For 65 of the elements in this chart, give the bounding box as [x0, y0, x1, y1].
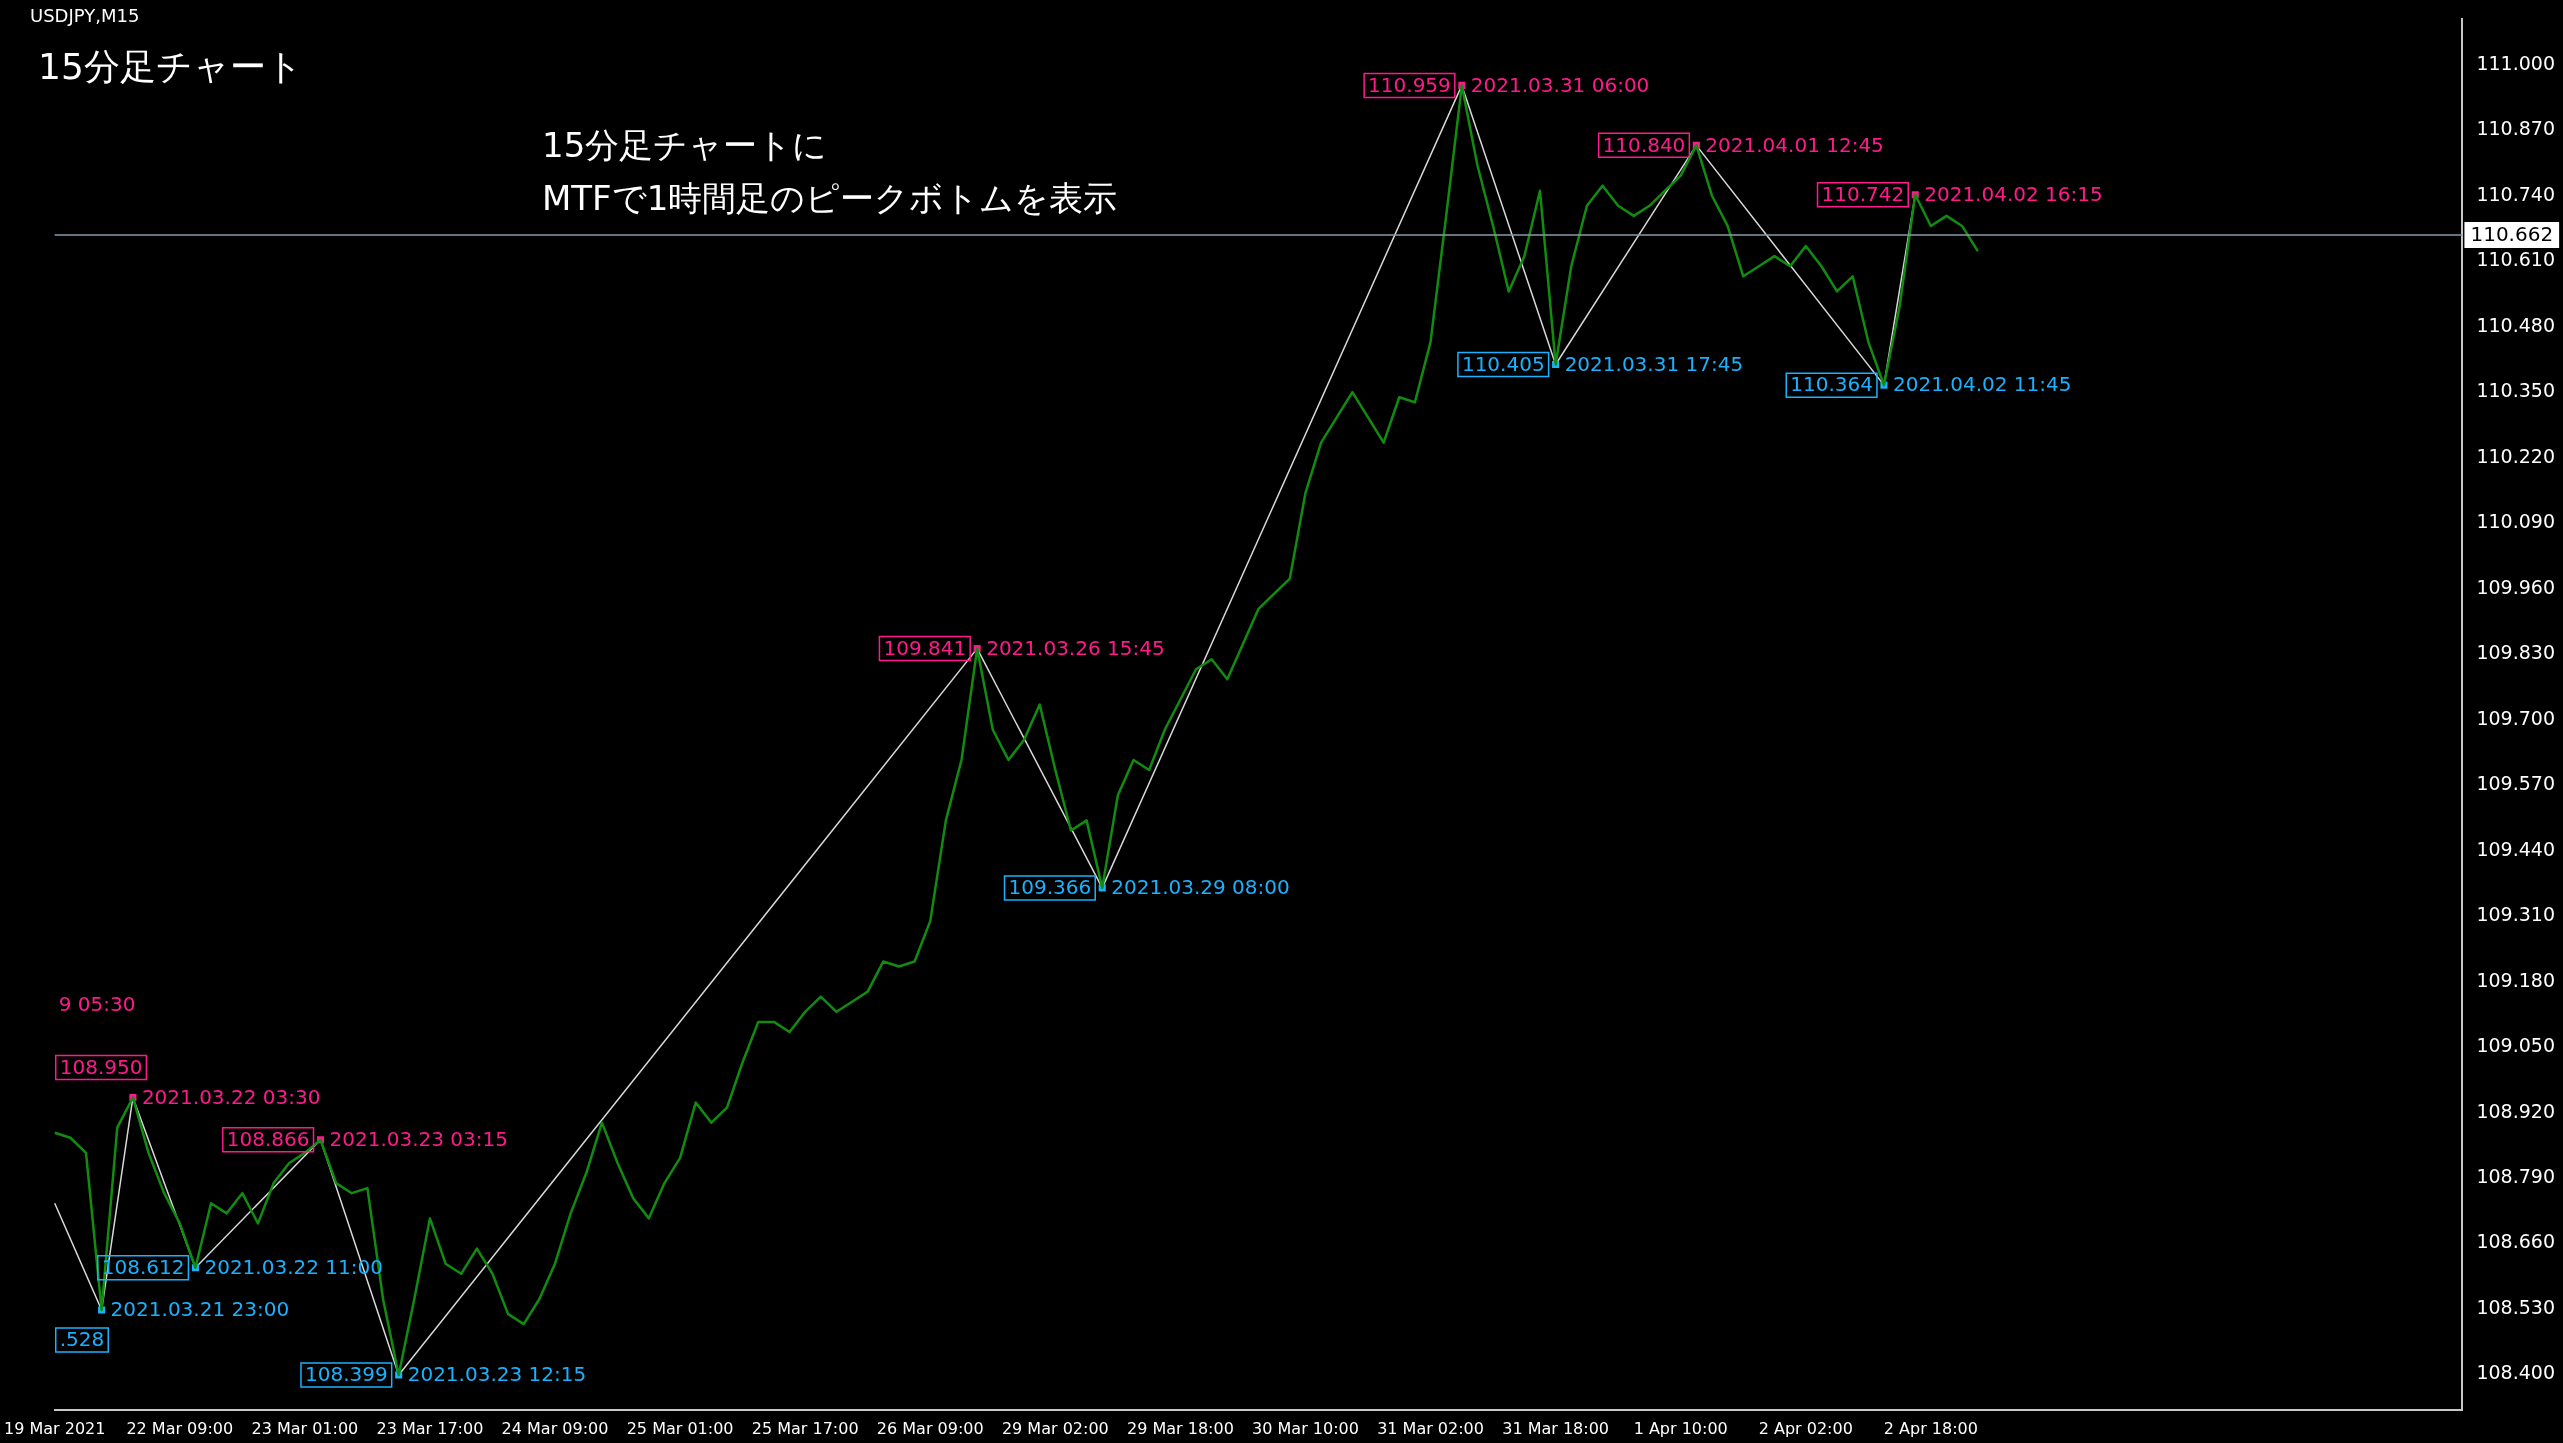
y-tick-label: 109.570	[2476, 772, 2556, 795]
data-label: 108.866	[226, 1126, 310, 1151]
y-tick-label: 110.350	[2476, 379, 2556, 402]
y-tick-label: 110.870	[2476, 117, 2556, 140]
y-tick-label: 110.090	[2476, 510, 2556, 533]
data-label: 108.399	[304, 1362, 388, 1387]
annotation: 9 05:30	[58, 992, 136, 1017]
annotation: 2021.03.26 15:45	[986, 635, 1165, 660]
annotation: MTFで1時間足のピークボトムを表示	[542, 177, 1118, 218]
y-tick-label: 109.830	[2476, 641, 2556, 664]
y-tick-label: 110.740	[2476, 182, 2556, 205]
x-tick-label: 29 Mar 18:00	[1126, 1418, 1234, 1438]
x-tick-label: 25 Mar 01:00	[626, 1418, 734, 1438]
annotation: 2021.03.23 12:15	[407, 1362, 587, 1387]
chart-title: USDJPY,M15	[30, 4, 140, 26]
x-tick-label: 31 Mar 02:00	[1377, 1418, 1484, 1438]
data-label: 109.366	[1008, 875, 1092, 900]
y-tick-label: 111.000	[2476, 51, 2556, 74]
y-tick-label: 109.310	[2476, 903, 2556, 926]
data-label: 110.840	[1602, 132, 1686, 157]
x-tick-label: 26 Mar 09:00	[876, 1418, 984, 1438]
x-tick-label: 23 Mar 01:00	[251, 1418, 359, 1438]
x-tick-label: 23 Mar 17:00	[376, 1418, 484, 1438]
y-tick-label: 109.440	[2476, 837, 2556, 860]
y-tick-label: 109.050	[2476, 1034, 2556, 1057]
data-label: 110.405	[1461, 351, 1545, 376]
x-tick-label: 2 Apr 02:00	[1758, 1418, 1853, 1438]
y-tick-label: 110.610	[2476, 248, 2556, 271]
y-tick-label: 110.480	[2476, 313, 2556, 336]
data-label: 110.364	[1790, 372, 1873, 397]
y-tick-label: 109.960	[2476, 575, 2556, 598]
x-tick-label: 19 Mar 2021	[4, 1418, 106, 1438]
data-label: 109.841	[883, 635, 967, 660]
ref-line-label: 110.662	[2470, 222, 2554, 247]
y-tick-label: 110.220	[2476, 444, 2556, 467]
y-tick-label: 109.700	[2476, 706, 2556, 729]
data-label: 110.959	[1368, 72, 1451, 97]
annotation: .528	[59, 1327, 105, 1352]
x-tick-label: 31 Mar 18:00	[1502, 1418, 1610, 1438]
annotation: 2021.04.01 12:45	[1705, 132, 1884, 157]
y-tick-label: 108.790	[2476, 1165, 2556, 1187]
x-tick-label: 25 Mar 17:00	[751, 1418, 859, 1438]
annotation: 2021.03.23 03:15	[329, 1126, 509, 1151]
x-tick-label: 29 Mar 02:00	[1001, 1418, 1109, 1438]
y-tick-label: 109.180	[2476, 968, 2556, 991]
x-tick-label: 2 Apr 18:00	[1883, 1418, 1978, 1438]
data-label: 108.950	[59, 1054, 143, 1079]
annotation: 2021.04.02 11:45	[1892, 372, 2072, 397]
annotation: 2021.03.21 23:00	[110, 1297, 290, 1322]
x-tick-label: 30 Mar 10:00	[1252, 1418, 1359, 1438]
annotation: 2021.03.22 03:30	[141, 1084, 321, 1109]
annotation: 2021.04.02 16:15	[1924, 181, 2103, 206]
x-tick-label: 24 Mar 09:00	[501, 1418, 609, 1438]
data-label: 110.742	[1821, 181, 1905, 206]
annotation: 2021.03.29 08:00	[1111, 875, 1290, 900]
y-tick-label: 108.920	[2476, 1099, 2556, 1122]
annotation: 15分足チャート	[38, 46, 303, 88]
y-tick-label: 108.530	[2476, 1295, 2556, 1318]
y-tick-label: 108.660	[2476, 1230, 2556, 1253]
x-tick-label: 1 Apr 10:00	[1633, 1418, 1728, 1438]
x-tick-label: 22 Mar 09:00	[126, 1418, 234, 1438]
annotation: 2021.03.31 17:45	[1564, 351, 1744, 376]
annotation: 15分足チャートに	[542, 124, 828, 165]
annotation: 2021.03.31 06:00	[1470, 72, 1650, 97]
y-tick-label: 108.400	[2476, 1361, 2556, 1384]
